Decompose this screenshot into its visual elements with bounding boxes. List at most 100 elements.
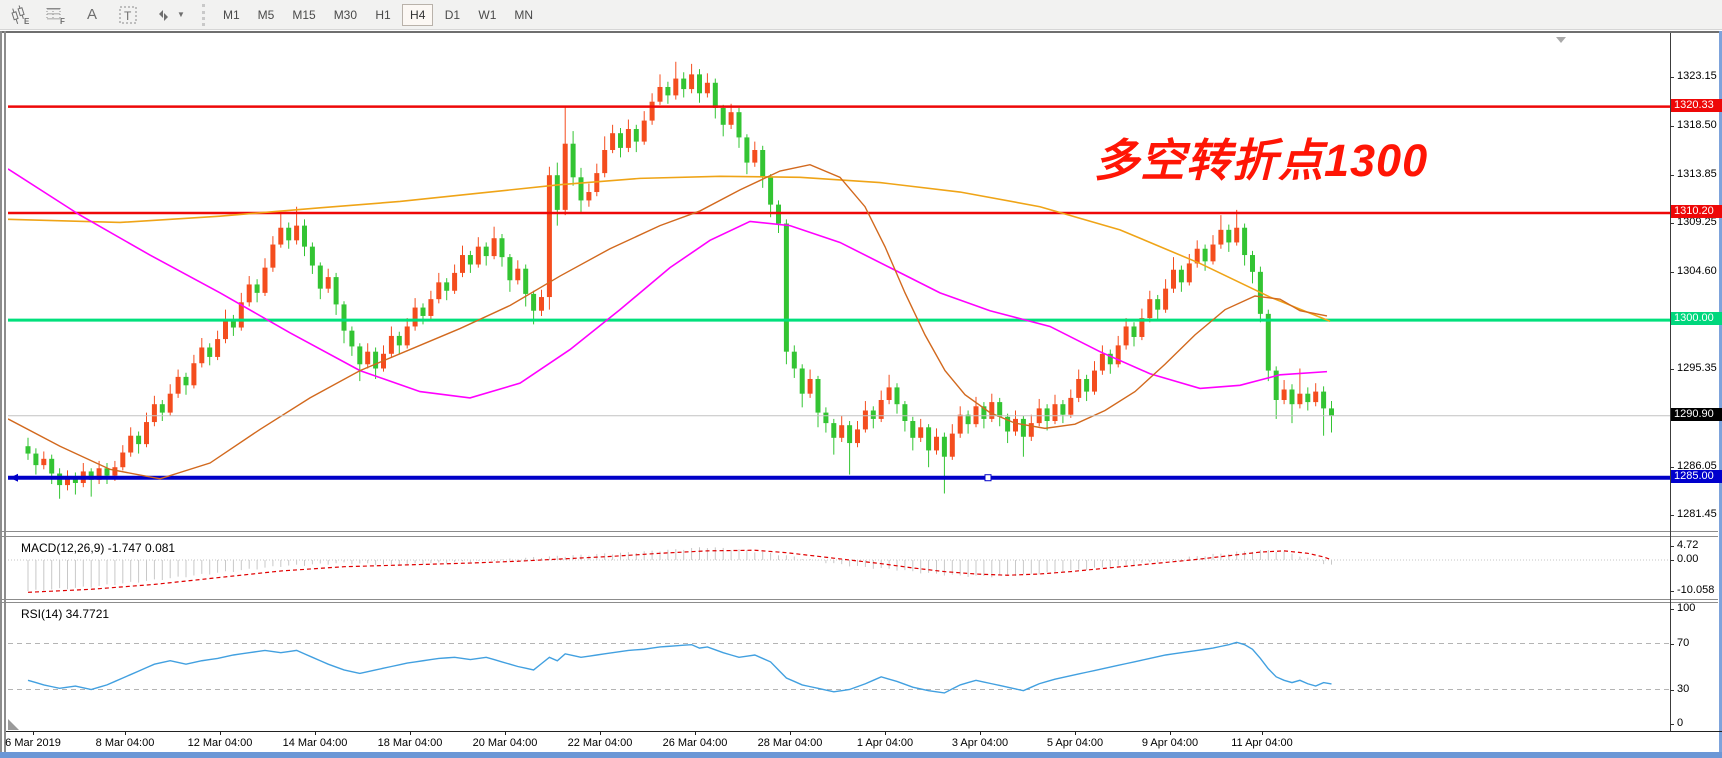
candle (302, 219, 307, 257)
price-axis-line[interactable] (1670, 33, 1671, 731)
candle (1234, 209, 1240, 246)
candle (1250, 250, 1255, 284)
timeframe-m15[interactable]: M15 (292, 7, 316, 22)
price-tick-label: 1295.35 (1677, 362, 1717, 374)
candle (1313, 383, 1319, 407)
price-badge: 1290.90 (1671, 407, 1722, 421)
timeframe-d1[interactable]: D1 (444, 7, 461, 22)
candle (539, 289, 544, 316)
macd-splitter[interactable] (0, 531, 1718, 532)
price-tick-label: 1281.45 (1677, 508, 1717, 521)
candle (997, 397, 1003, 427)
timeframe-m5[interactable]: M5 (257, 7, 275, 22)
candle (373, 347, 379, 379)
chart-window-left-border-inner (4, 31, 6, 758)
timeframe-h1[interactable]: H1 (375, 7, 391, 22)
candle (151, 395, 157, 427)
candle (238, 292, 244, 331)
candle (886, 374, 892, 405)
chevron-down-icon: ▼ (177, 10, 185, 19)
macd-scale-tick (1670, 560, 1674, 561)
time-tick (790, 731, 791, 735)
candle (341, 301, 347, 344)
resize-grip-icon[interactable] (8, 719, 19, 730)
candle (104, 463, 110, 485)
time-tick-label: 20 Mar 04:00 (472, 737, 538, 749)
price-badge: 1320.33 (1671, 98, 1722, 112)
timeframe-m30[interactable]: M30 (333, 7, 358, 22)
time-tick-label: 5 Apr 04:00 (1046, 737, 1104, 749)
candle (57, 468, 63, 499)
candle (1281, 380, 1287, 405)
macd-scale-tick (1670, 546, 1674, 547)
price-tick-label: 1309.25 (1677, 216, 1717, 228)
candle (649, 93, 655, 125)
candle (1289, 384, 1295, 424)
time-tick-label: 11 Apr 04:00 (1231, 737, 1293, 749)
rsi-splitter[interactable] (0, 599, 1718, 600)
candle (1139, 308, 1145, 341)
rsi-scale-label: 100 (1677, 602, 1696, 614)
candle (246, 276, 252, 307)
time-tick-label: 18 Mar 04:00 (377, 737, 443, 749)
chart-shift-marker-icon (1556, 37, 1566, 43)
rsi-splitter-inner (0, 602, 1718, 603)
time-tick (885, 731, 886, 735)
grid-tool-icon[interactable]: F (40, 3, 72, 27)
candle (175, 369, 181, 398)
rsi-scale-tick (1670, 609, 1674, 610)
svg-text:F: F (60, 17, 65, 25)
text-a-icon[interactable]: A (86, 6, 97, 23)
candle (475, 237, 481, 268)
candle (862, 401, 868, 433)
candle (894, 383, 900, 414)
hline-left-arrow-icon (10, 473, 18, 482)
time-tick-label: 28 Mar 04:00 (757, 737, 823, 749)
candles-tool-icon[interactable]: E (4, 3, 36, 27)
arrange-tool-icon[interactable]: ▼ (148, 3, 192, 27)
candle (799, 364, 805, 408)
candle (215, 330, 221, 361)
price-tick (1670, 125, 1674, 127)
price-tick-label: 1318.50 (1677, 118, 1717, 131)
ma-line-orange (8, 175, 1331, 322)
candle (1115, 335, 1121, 368)
macd-panel[interactable] (8, 537, 1670, 600)
candle (783, 219, 789, 365)
timeframe-w1[interactable]: W1 (478, 7, 497, 22)
candle (80, 463, 86, 488)
timeframe-mn[interactable]: MN (514, 7, 534, 22)
candle (1226, 224, 1232, 252)
candle (428, 290, 434, 320)
time-tick-label: 22 Mar 04:00 (567, 737, 633, 749)
candle (412, 298, 418, 331)
candle (736, 107, 742, 148)
candle (902, 401, 908, 432)
timeframe-h4[interactable]: H4 (402, 3, 434, 26)
candle (957, 406, 963, 438)
time-tick-label: 12 Mar 04:00 (187, 737, 253, 749)
main-price-chart[interactable] (8, 33, 1670, 531)
rsi-scale-label: 70 (1677, 636, 1690, 649)
candle (855, 421, 860, 448)
candle (949, 424, 955, 460)
candle (388, 326, 394, 358)
candle (1076, 369, 1082, 403)
candle (665, 81, 671, 104)
candle (278, 210, 284, 248)
time-tick (125, 731, 126, 735)
time-axis-line[interactable] (6, 731, 1722, 732)
candle (309, 242, 315, 274)
textbox-tool-icon[interactable]: T (112, 3, 144, 27)
candle (625, 119, 631, 153)
hline-handle[interactable] (984, 474, 992, 482)
candle (776, 200, 781, 233)
candle (1020, 415, 1026, 457)
candle (657, 74, 663, 105)
timeframe-m1[interactable]: M1 (223, 7, 240, 22)
candle (618, 127, 623, 158)
macd-scale-label: 0.00 (1677, 553, 1699, 565)
rsi-panel[interactable] (8, 602, 1670, 731)
candle (791, 345, 797, 378)
chart-text-annotation[interactable]: 多空转折点1300 (1094, 135, 1429, 186)
